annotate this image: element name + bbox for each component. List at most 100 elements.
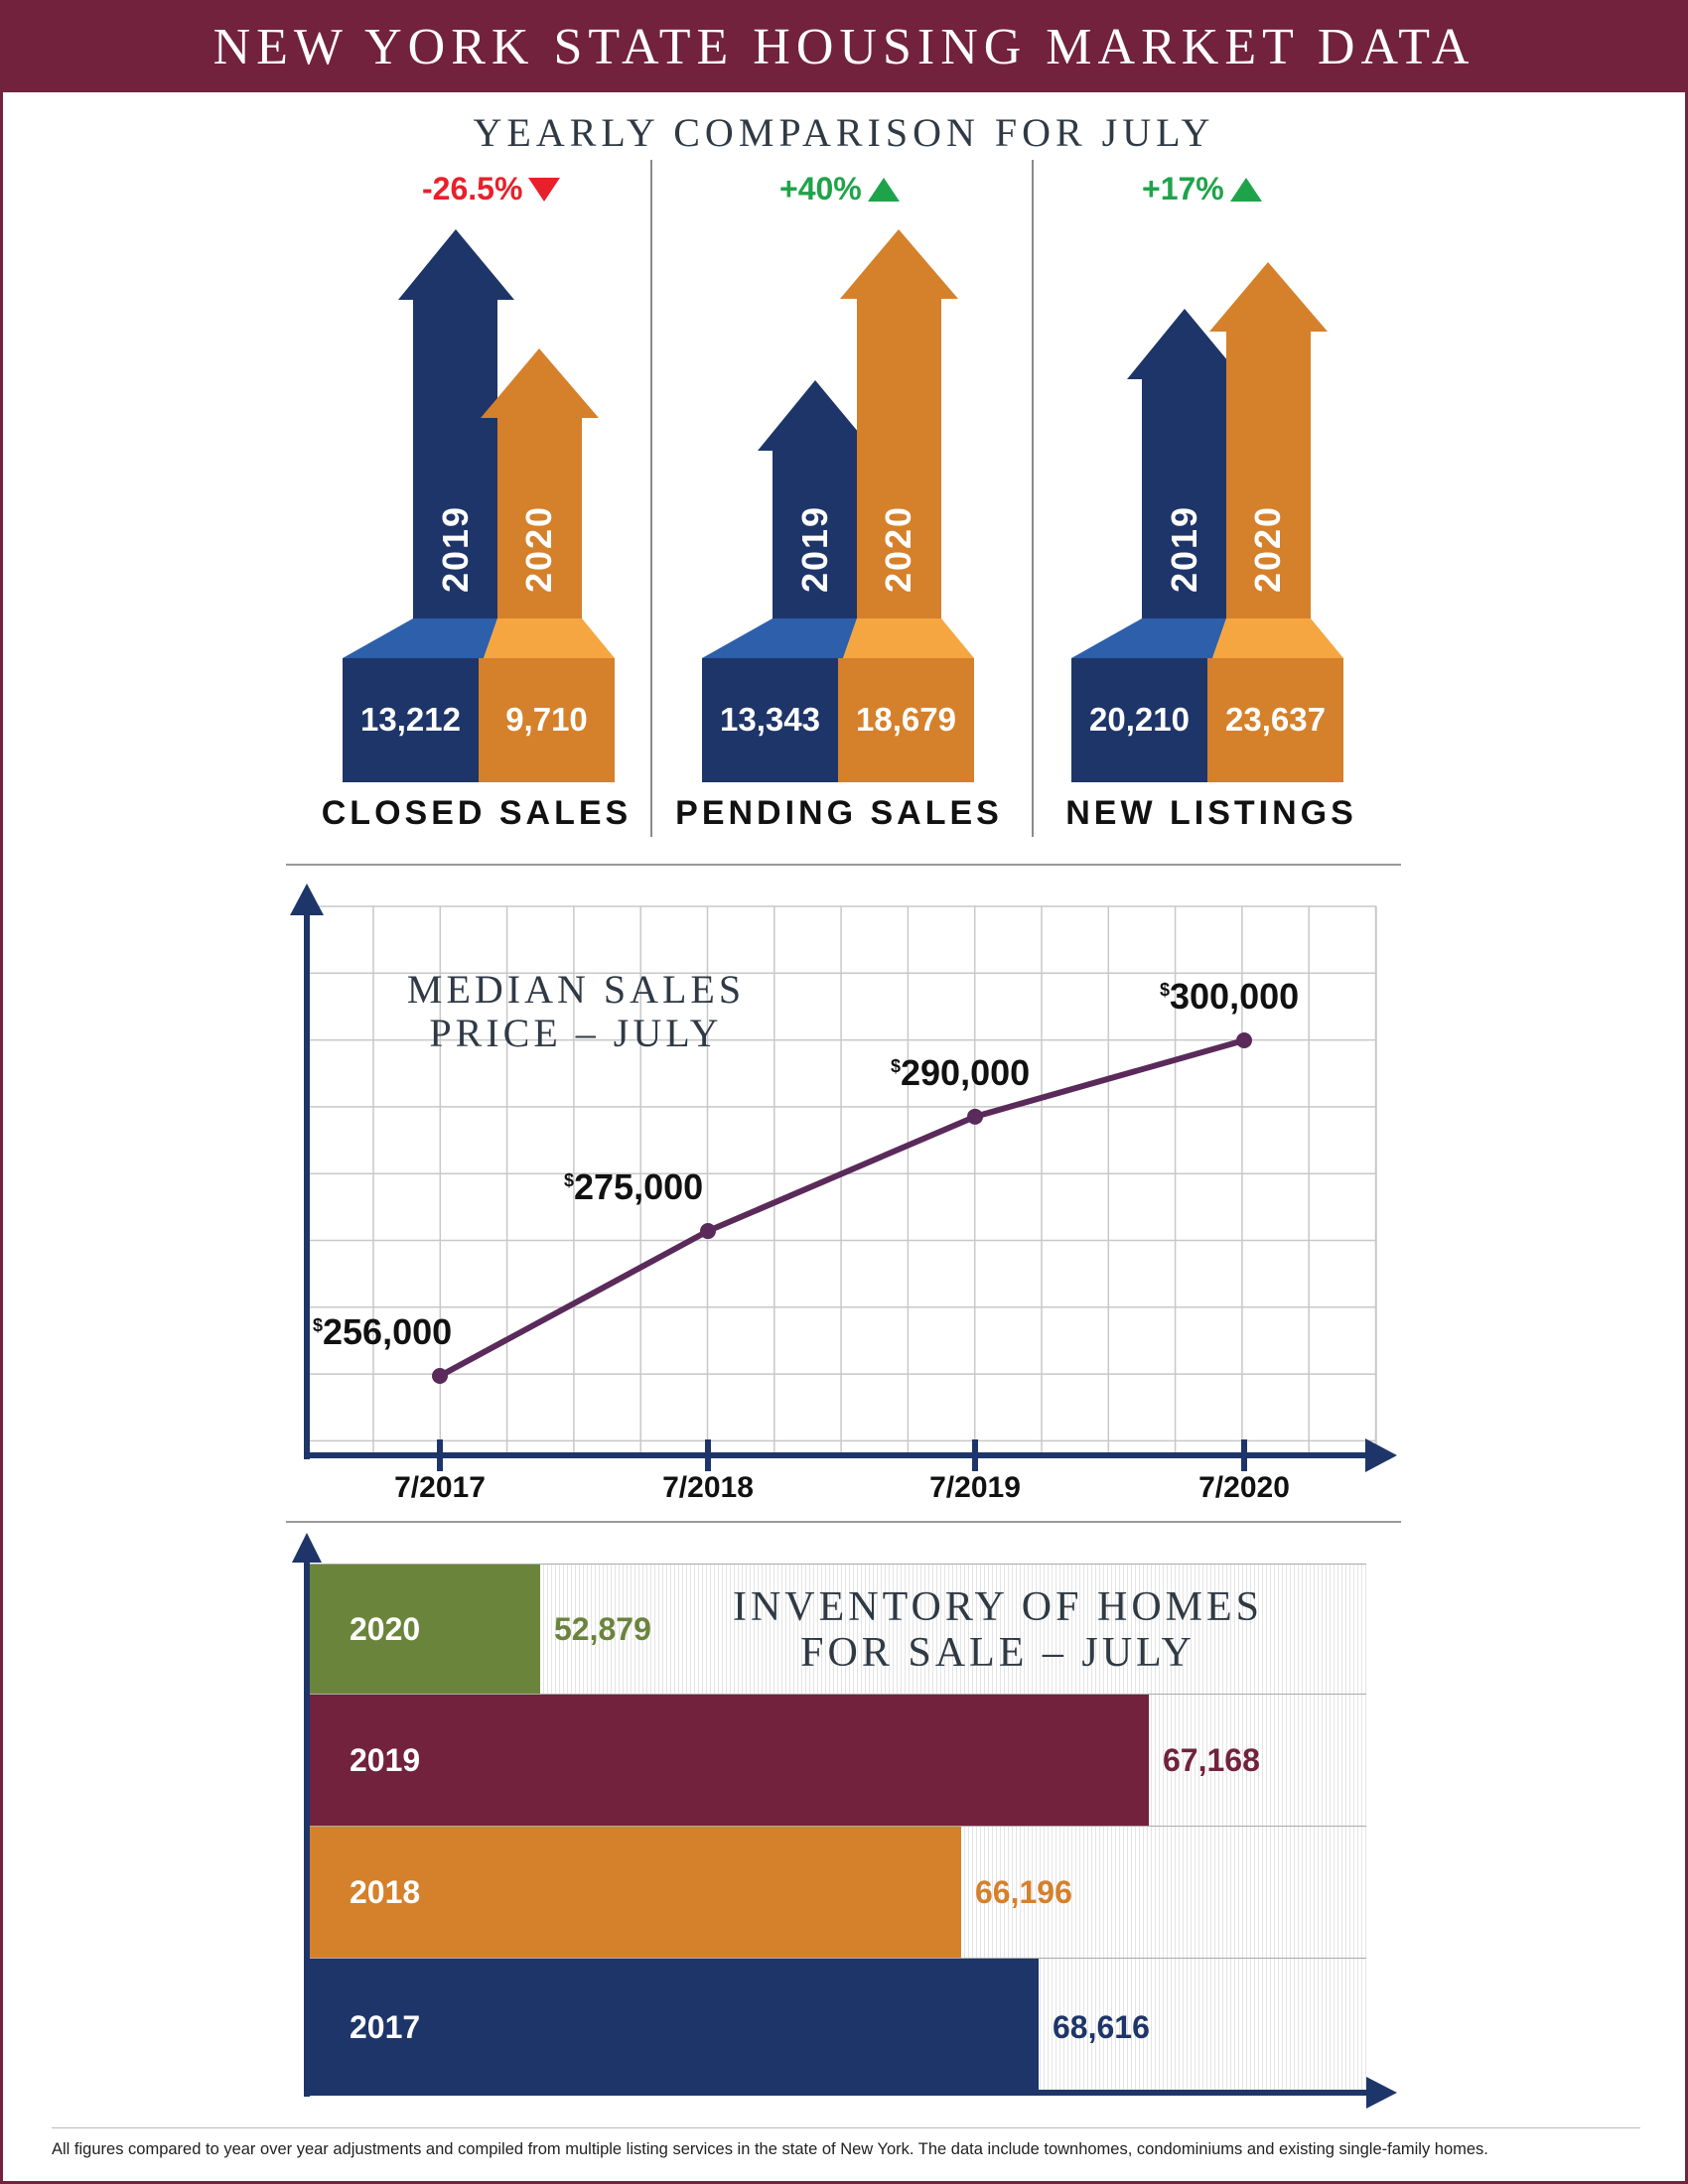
inventory-row: 2019 67,168 bbox=[310, 1694, 1366, 1826]
value-label: $300,000 bbox=[1160, 976, 1299, 1018]
inventory-row: 2020 52,879 bbox=[310, 1564, 1366, 1694]
title-line: INVENTORY OF HOMES bbox=[732, 1584, 1264, 1630]
y-axis bbox=[304, 1549, 310, 2097]
category-label: PENDING SALES bbox=[675, 794, 1003, 832]
y-axis bbox=[304, 903, 310, 1459]
base-top-2019 bbox=[343, 618, 497, 658]
arrow-graphic bbox=[702, 229, 974, 782]
arrow-graphic bbox=[343, 229, 615, 782]
year-label: 2018 bbox=[350, 1873, 421, 1910]
value-label: 66,196 bbox=[975, 1873, 1072, 1910]
inventory-bar bbox=[310, 1959, 1039, 2096]
category-label: CLOSED SALES bbox=[321, 794, 633, 832]
y-axis-arrow-icon bbox=[290, 884, 324, 915]
change-value: +17% bbox=[1142, 171, 1224, 206]
triangle-up-icon bbox=[867, 177, 900, 202]
base-2019 bbox=[702, 658, 838, 782]
base-2020 bbox=[479, 658, 615, 782]
inventory-bar bbox=[310, 1695, 1149, 1826]
year-label: 2017 bbox=[350, 2008, 421, 2045]
base-2020 bbox=[1207, 658, 1343, 782]
data-point bbox=[1236, 1032, 1252, 1048]
comparison-title: YEARLY COMPARISON FOR JULY bbox=[473, 110, 1215, 155]
currency-symbol: $ bbox=[1160, 980, 1171, 1000]
value-label: $290,000 bbox=[891, 1052, 1030, 1094]
value-2020: 18,679 bbox=[856, 701, 956, 738]
base-2019 bbox=[343, 658, 479, 782]
change-indicator: +17% bbox=[1142, 171, 1262, 207]
change-indicator: +40% bbox=[779, 171, 900, 207]
category-label: NEW LISTINGS bbox=[1065, 794, 1357, 832]
base-top-2020 bbox=[1212, 618, 1343, 658]
triangle-up-icon bbox=[1229, 177, 1262, 202]
base-top-2020 bbox=[484, 618, 615, 658]
x-tick bbox=[437, 1439, 443, 1471]
currency-symbol: $ bbox=[564, 1170, 575, 1191]
x-tick-label: 7/2018 bbox=[662, 1471, 754, 1504]
inventory-axes bbox=[292, 1533, 1397, 2109]
base-top-2019 bbox=[1071, 618, 1226, 658]
arrow-2019 bbox=[1127, 309, 1243, 618]
value-label: 67,168 bbox=[1163, 1741, 1260, 1778]
value-label: $256,000 bbox=[313, 1311, 452, 1353]
inventory-title: INVENTORY OF HOMES FOR SALE – JULY bbox=[695, 1584, 1301, 1676]
inventory-bar bbox=[310, 1827, 961, 1958]
x-axis bbox=[1033, 2090, 1380, 2096]
value-2020: 23,637 bbox=[1225, 701, 1326, 738]
divider bbox=[650, 160, 652, 837]
base-2020 bbox=[838, 658, 974, 782]
title-line: FOR SALE – JULY bbox=[800, 1630, 1196, 1676]
value-2019: 13,343 bbox=[720, 701, 820, 738]
arrow-graphic bbox=[1071, 262, 1343, 782]
page-title: NEW YORK STATE HOUSING MARKET DATA bbox=[0, 0, 1688, 92]
value-text: 290,000 bbox=[901, 1051, 1031, 1093]
divider bbox=[286, 864, 1401, 866]
data-point bbox=[432, 1368, 448, 1384]
arrow-2020 bbox=[840, 229, 958, 618]
year-label: 2020 bbox=[350, 1610, 421, 1647]
x-tick-label: 7/2020 bbox=[1198, 1471, 1290, 1504]
data-point bbox=[967, 1108, 983, 1125]
data-point bbox=[700, 1223, 716, 1240]
title-line: MEDIAN SALES bbox=[406, 967, 746, 1012]
y-axis-arrow-icon bbox=[292, 1533, 322, 1563]
value-2019: 13,212 bbox=[360, 701, 461, 738]
change-value: +40% bbox=[779, 171, 862, 206]
value-label: $275,000 bbox=[564, 1166, 703, 1208]
x-tick bbox=[1241, 1439, 1247, 1471]
triangle-down-icon bbox=[528, 177, 561, 202]
title-line: PRICE – JULY bbox=[429, 1011, 723, 1055]
year-label: 2019 bbox=[350, 1741, 421, 1778]
median-price-title: MEDIAN SALES PRICE – JULY bbox=[377, 968, 774, 1055]
base-2019 bbox=[1071, 658, 1207, 782]
x-axis bbox=[304, 1452, 1371, 1458]
currency-symbol: $ bbox=[891, 1055, 902, 1076]
value-2020: 9,710 bbox=[505, 701, 588, 738]
arrow-2020 bbox=[481, 348, 599, 618]
change-value: -26.5% bbox=[422, 171, 523, 206]
change-indicator: -26.5% bbox=[422, 171, 561, 207]
inventory-row: 2017 68,616 bbox=[310, 1958, 1366, 2096]
price-line bbox=[438, 1037, 1245, 1379]
footer-note: All figures compared to year over year a… bbox=[52, 2140, 1488, 2158]
median-price-chart bbox=[290, 884, 1397, 1472]
inventory-row: 2018 66,196 bbox=[310, 1826, 1366, 1958]
x-tick bbox=[705, 1439, 711, 1471]
x-axis-arrow-icon bbox=[1365, 1438, 1397, 1472]
x-tick-label: 7/2017 bbox=[394, 1471, 486, 1504]
value-text: 275,000 bbox=[574, 1166, 704, 1208]
divider bbox=[1032, 160, 1034, 837]
arrow-2020 bbox=[1209, 262, 1328, 618]
x-tick-label: 7/2019 bbox=[929, 1471, 1021, 1504]
arrow-2019 bbox=[758, 380, 874, 618]
value-text: 256,000 bbox=[323, 1311, 453, 1352]
base-top-2020 bbox=[843, 618, 974, 658]
divider bbox=[286, 1521, 1401, 1523]
inventory-bar bbox=[310, 1565, 540, 1694]
base-top-2019 bbox=[702, 618, 857, 658]
divider bbox=[52, 2127, 1640, 2128]
currency-symbol: $ bbox=[313, 1315, 324, 1335]
x-axis-arrow-icon bbox=[1366, 2077, 1397, 2109]
value-2019: 20,210 bbox=[1089, 701, 1190, 738]
value-label: 68,616 bbox=[1053, 2008, 1150, 2045]
